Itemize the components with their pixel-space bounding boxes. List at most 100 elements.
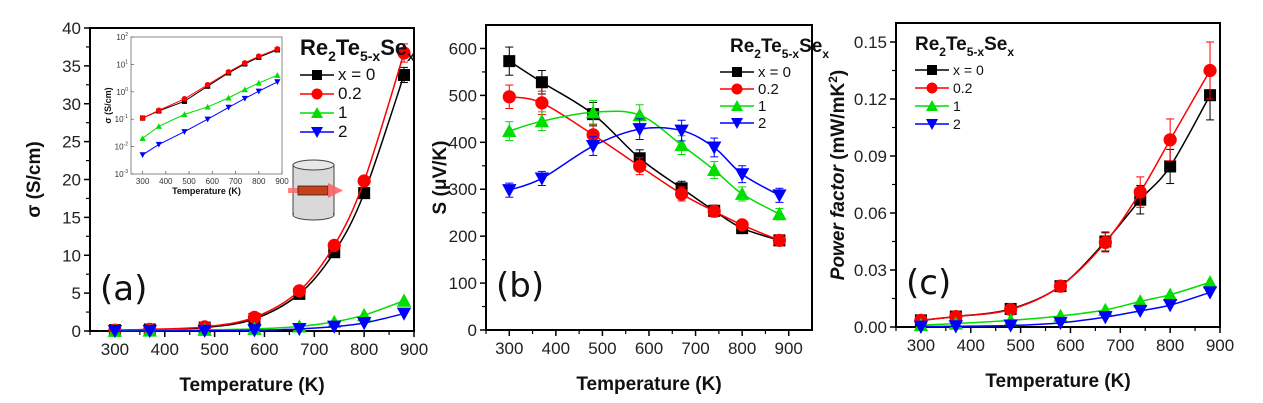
data-point [502, 90, 516, 104]
y-axis-label-sup: 2 [826, 76, 840, 83]
data-point [1202, 286, 1218, 300]
data-point [772, 233, 787, 247]
inset-data-point [255, 79, 262, 86]
legend-label: x = 0 [338, 65, 375, 84]
inset-chart: 300 400 500 600 700 800 90010-310-210-11001011… [103, 32, 289, 196]
inset-y-tick-exp: -1 [124, 114, 129, 120]
x-tick-label: 900 [1206, 336, 1234, 355]
data-point [707, 204, 721, 218]
legend-marker [732, 67, 742, 77]
y-tick-label: 500 [449, 86, 477, 105]
y-tick-label: 600 [449, 39, 477, 58]
data-point [356, 317, 372, 331]
legend-label: 0.2 [953, 80, 973, 96]
y-tick-label: 30 [62, 95, 81, 114]
series-2 [107, 307, 412, 339]
legend-title-part: Se [380, 35, 407, 60]
inset-series [139, 46, 281, 121]
chart-panel-3: 300 400 500 600 700 800 900 0.00 0.03 0.06 0.09 0.1… [826, 22, 1234, 392]
inset-series-line [142, 74, 278, 139]
data-point [1162, 287, 1178, 301]
inset-series-line [142, 81, 278, 156]
inset-data-point [204, 81, 211, 88]
series-2 [502, 118, 787, 203]
inset-x-tick-label: 300 [136, 177, 150, 186]
legend-marker [311, 88, 323, 100]
x-tick-label: 300 [101, 340, 129, 359]
inset-y-tick-exp: 0 [125, 87, 128, 93]
legend-label: 1 [338, 103, 347, 122]
data-point [327, 238, 341, 253]
y-axis-label: Power factor (mW/mK2) [826, 70, 849, 280]
inset-data-point [139, 152, 146, 158]
chart-panel-2: 300 400 500 600 700 800 900 0 100 200 300 400 500 600… [430, 24, 829, 395]
y-axis-label: S (μV/K) [430, 141, 451, 215]
inset-x-tick-label: 800 [252, 177, 266, 186]
data-point [396, 293, 412, 307]
legend-title-part: 2 [754, 47, 761, 61]
data-point [1003, 319, 1018, 333]
data-point [674, 124, 689, 138]
inset-data-point [181, 111, 188, 117]
legend-title: Re2Te5-xSex [300, 35, 415, 64]
data-point [502, 123, 517, 138]
data-point [197, 324, 212, 338]
y-tick-label: 0 [468, 321, 477, 340]
data-point [502, 184, 517, 198]
bar-sample [297, 185, 329, 196]
data-point [292, 284, 306, 298]
series-x0 [503, 46, 786, 247]
legend-title-part: 5-x [360, 48, 380, 64]
legend-label: 2 [953, 116, 961, 132]
x-axis-label: Temperature (K) [985, 371, 1130, 392]
cylinder-top [292, 159, 335, 171]
data-point [707, 162, 722, 176]
inset-data-point [139, 115, 146, 121]
series-1 [502, 100, 787, 221]
chart-panel-1: 300 400 500 600 700 800 9000510152025303540Tem… [24, 19, 428, 396]
x-tick-label: 300 [495, 339, 523, 358]
inset-data-point [241, 60, 248, 66]
cylinder-fill [294, 207, 333, 215]
legend-title-part: 2 [328, 48, 336, 64]
x-tick-label: 300 [907, 336, 935, 355]
inset-y-tick-exp: 1 [125, 59, 128, 65]
data-point [585, 105, 601, 119]
inset-y-tick-exp: -3 [124, 169, 129, 175]
legend-title-part: x [1007, 45, 1014, 59]
y-tick-label: 0.15 [854, 33, 887, 52]
legend-label: 0.2 [338, 84, 362, 103]
inset-y-tick-base: 10 [115, 170, 124, 179]
inset-x-tick-label: 400 [159, 177, 173, 186]
inset-data-point [139, 135, 146, 141]
inset-y-tick-label: 10-3 [115, 169, 129, 179]
data-point [357, 174, 371, 188]
data-point [1133, 185, 1147, 199]
inset-y-tick-exp: -2 [124, 142, 129, 148]
y-tick-label: 0.00 [854, 318, 887, 337]
legend-title-part: 2 [939, 45, 946, 59]
x-axis-label: Temperature (K) [576, 374, 721, 395]
data-point [1133, 304, 1148, 319]
data-point [535, 96, 549, 110]
inset-y-tick-label: 102 [116, 32, 128, 42]
inset-data-point [255, 88, 262, 95]
x-tick-label: 700 [1106, 336, 1134, 355]
legend-marker [926, 100, 938, 111]
inset-x-tick-label: 600 [206, 177, 220, 186]
y-tick-label: 0.09 [854, 147, 887, 166]
inset-data-point [274, 46, 281, 52]
x-tick-label: 900 [400, 340, 428, 359]
inset-data-point [255, 53, 262, 60]
data-point [948, 320, 964, 334]
data-point [585, 140, 601, 154]
y-tick-label: 15 [62, 208, 81, 227]
y-tick-label: 200 [449, 227, 477, 246]
inset-y-tick-label: 10-1 [115, 114, 129, 124]
plot-frame [895, 22, 1221, 328]
inset-series [139, 72, 281, 141]
legend-title-part: Te [761, 36, 782, 57]
data-point [674, 137, 689, 152]
